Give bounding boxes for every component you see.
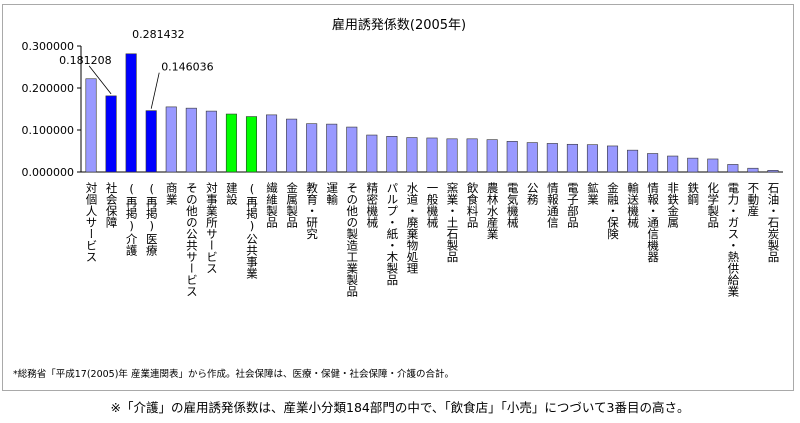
x-tick-label: 不動産 [746,182,761,217]
bar [366,134,378,173]
x-tick-label: 一般機械 [425,182,440,228]
bar [687,157,699,173]
bar [707,158,719,173]
bar-chart: 雇用誘発係数(2005年) 0.000000 0.100000 0.200000 0.… [22,17,783,179]
x-tick-label: 非鉄金属 [666,182,681,228]
x-tick-label: (再掲)介護 [124,182,139,256]
bar [245,116,258,173]
bar [606,145,619,173]
bar [727,164,739,173]
x-tick-label: 鉄鋼 [686,182,701,205]
x-tick-label: 情報通信 [545,182,560,228]
bar [165,106,177,173]
x-tick-label: その他の製造工業製品 [345,182,360,297]
x-tick-label: 運輸 [325,182,340,205]
x-tick-label: 対個人サービス [84,182,99,263]
bar [486,139,498,173]
y-tick-label: 0.100000 [22,124,75,137]
x-tick-label: (再掲)医療 [144,182,159,256]
bar [205,110,217,173]
bar [266,114,278,173]
bar [546,143,558,173]
bar [627,149,639,173]
x-tick-label: 建設 [224,182,239,205]
x-tick-label: 農林水産業 [485,182,500,240]
data-label: 0.181208 [59,54,111,67]
bar [526,142,538,173]
y-tick-label: 0.000000 [22,166,75,179]
x-tick-label: 鉱業 [585,182,600,205]
x-tick-label: 電気機械 [505,182,520,228]
bar [85,78,97,173]
bar [326,123,338,173]
bar [506,141,518,173]
x-tick-label: 石油・石炭製品 [766,182,781,263]
x-tick-label: 化学製品 [706,182,721,228]
bar [346,126,358,173]
y-tick-label: 0.200000 [22,82,75,95]
chart-frame: 雇用誘発係数(2005年) 0.000000 0.100000 0.200000 0.… [2,4,794,391]
bar [566,143,578,173]
bar [586,144,598,173]
bar [145,110,157,173]
bar [446,138,458,173]
data-label: 0.281432 [132,28,185,41]
x-tick-label: 繊維製品 [265,182,280,228]
x-tick-label: その他の公共サービス [184,182,199,297]
bar-series [85,53,779,173]
footnote: *総務省「平成17(2005)年 産業連関表」から作成。社会保障は、医療・保健・… [13,369,454,380]
bar [386,136,398,173]
x-tick-label: 金融・保険 [606,182,620,240]
y-tick-label: 0.300000 [22,40,75,53]
leader-line [88,65,112,95]
x-tick-label: (再掲)公共事業 [244,182,259,279]
x-tick-label: 教育・研究 [305,182,320,240]
x-tick-label: 水道・廃棄物処理 [405,182,420,274]
bar [406,137,418,173]
bar [767,170,779,173]
bar [667,155,679,173]
bar [647,153,659,173]
x-tick-label: 情報・通信機器 [646,182,661,263]
x-tick-label: 対事業所サービス [204,182,219,274]
bar [306,123,318,173]
chart-title: 雇用誘発係数(2005年) [332,17,466,33]
x-tick-label: 公務 [525,182,540,205]
x-tick-label: 社会保障 [104,182,119,228]
bar [747,167,759,173]
caption: ※「介護」の雇用誘発係数は、産業小分類184部門の中で、「飲食店」「小売」につづ… [110,400,690,415]
bar [225,113,237,173]
x-tick-label: 金属製品 [285,182,300,228]
x-tick-label: 飲食料品 [465,182,480,228]
x-tick-label: パルプ・紙・木製品 [385,182,400,286]
bar [286,118,298,173]
x-tick-label: 輸送機械 [626,182,641,228]
data-label: 0.146036 [161,61,214,74]
bar [466,138,478,173]
x-tick-label: 窯業・土石製品 [445,182,460,263]
leader-line [150,72,160,109]
bar [105,95,117,173]
x-tick-label: 電子部品 [565,182,580,228]
x-tick-label: 精密機械 [365,182,380,228]
data-labels: 0.181208 0.281432 0.146036 [59,28,214,74]
label-leader-lines [88,65,160,109]
x-tick-label: 商業 [164,182,179,205]
bar [426,137,438,173]
bar [125,53,137,173]
x-tick-label: 電力・ガス・熱供給業 [726,182,741,297]
bar [185,107,197,173]
